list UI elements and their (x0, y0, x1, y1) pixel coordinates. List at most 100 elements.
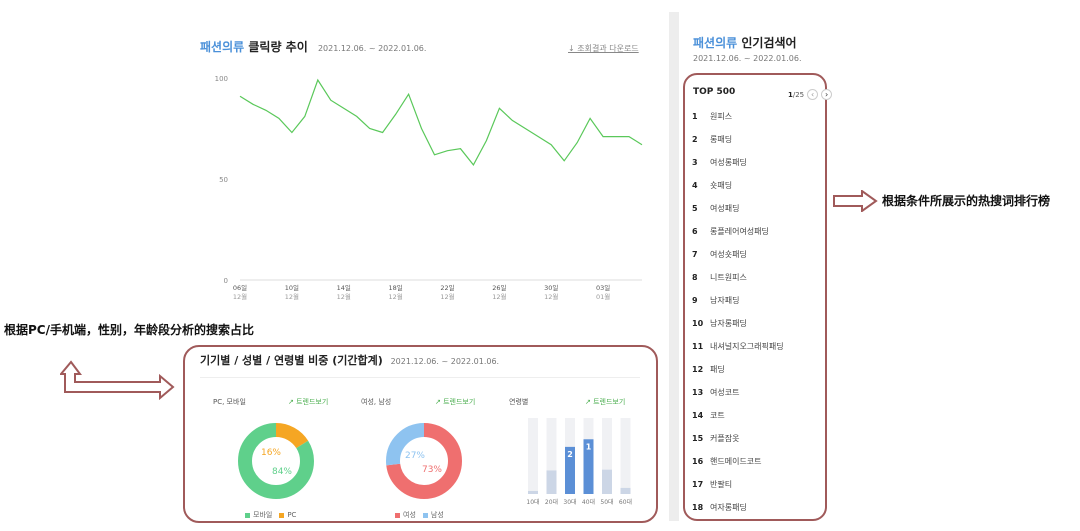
keyword-text[interactable]: 여성패딩 (710, 204, 740, 213)
keyword-list-item[interactable]: 18 여자롱패딩 (692, 496, 784, 519)
age-bar (583, 439, 594, 494)
keyword-rank: 5 (692, 204, 698, 213)
keyword-text[interactable]: 코트 (710, 411, 725, 420)
keyword-list-item[interactable]: 5 여성패딩 (692, 197, 784, 220)
keyword-rank: 9 (692, 296, 698, 305)
keyword-rank: 7 (692, 250, 698, 259)
x-tick-month: 01월 (596, 292, 610, 301)
top-500-label: TOP 500 (693, 87, 736, 97)
keyword-list-item[interactable]: 9 남자패딩 (692, 289, 784, 312)
keyword-rank: 6 (692, 227, 698, 236)
keyword-text[interactable]: 핸드메이드코트 (710, 457, 762, 466)
x-tick-day: 06일 (233, 283, 247, 292)
download-results-link[interactable]: ↓ 조회결과 다운로드 (568, 44, 639, 53)
keyword-list-item[interactable]: 16 핸드메이드코트 (692, 450, 784, 473)
line-date-range: 2021.12.06. ~ 2022.01.06. (317, 44, 427, 53)
keyword-annotation: 根据条件所展示的热搜词排行榜 (882, 194, 1051, 208)
keyword-list-item[interactable]: 10 남자롱패딩 (692, 312, 784, 335)
popular-title-text: 인기검색어 (741, 36, 797, 50)
left-annotation-arrow (60, 360, 175, 400)
keyword-list-item[interactable]: 6 롱플레어여성패딩 (692, 220, 784, 243)
next-page-button[interactable]: › (821, 89, 833, 100)
popular-date-range: 2021.12.06. ~ 2022.01.06. (693, 54, 802, 63)
keyword-list-item[interactable]: 17 반팔티 (692, 473, 784, 496)
mobile-swatch (245, 512, 250, 518)
age-bar-chart: 10대 20대 2 30대 1 40대 50대 60대 (526, 418, 632, 506)
distribution-highlight-box (183, 345, 658, 523)
keyword-rank: 3 (692, 158, 698, 167)
keyword-list-item[interactable]: 3 여성롱패딩 (692, 151, 784, 174)
keyword-list-item[interactable]: 1 원피스 (692, 105, 784, 128)
popular-title-category: 패션의류 (693, 36, 738, 50)
device-donut-chart: 16% 84% (238, 423, 314, 499)
keyword-list-item[interactable]: 15 커플잠옷 (692, 427, 784, 450)
mobile-percent-label: 84% (272, 467, 292, 477)
keyword-list-item[interactable]: 8 니트원피스 (692, 266, 784, 289)
distribution-annotation: 根据PC/手机端，性别，年龄段分析的搜索占比 (4, 323, 254, 337)
keyword-text[interactable]: 패딩 (710, 365, 725, 374)
keyword-list-item[interactable]: 13 여성코트 (692, 381, 784, 404)
keyword-text[interactable]: 여성코트 (710, 388, 740, 397)
keyword-text[interactable]: 커플잠옷 (710, 434, 740, 443)
y-tick-label: 50 (219, 176, 228, 184)
keyword-rank: 8 (692, 273, 698, 282)
male-swatch (422, 512, 428, 518)
gender-legend: 여성 남성 (395, 510, 444, 520)
age-bar-track (528, 418, 538, 494)
gender-trend-link[interactable]: ↗ 트렌드보기 (435, 398, 476, 406)
keyword-text[interactable]: 니트원피스 (710, 273, 747, 282)
keyword-rank: 2 (692, 135, 698, 144)
female-swatch (395, 512, 400, 518)
age-bar (546, 470, 557, 494)
keyword-rank: 14 (692, 411, 704, 420)
keyword-text[interactable]: 여자롱패딩 (710, 503, 747, 512)
legend-pc: PC (287, 511, 297, 519)
click-trend-line-chart: 10050006일12월10일12월14일12월18일12월22일12월26일1… (215, 75, 643, 301)
y-tick-label: 0 (224, 277, 228, 285)
keyword-ranking-list: 1 원피스 2 롱패딩 3 여성롱패딩 4 숏패딩 5 여성패딩 6 롱플레어여성패딩 7 여성숏패딩 8 니… (692, 105, 784, 519)
legend-male: 남성 (430, 511, 444, 519)
line-title-text: 클릭량 추이 (248, 40, 308, 54)
keyword-text[interactable]: 내셔널지오그래픽패딩 (710, 342, 784, 351)
keyword-text[interactable]: 원피스 (710, 112, 733, 121)
x-tick-month: 12월 (337, 292, 351, 301)
keyword-rank: 17 (692, 480, 704, 489)
keyword-rank: 15 (692, 434, 704, 443)
age-bar-label: 60대 (619, 498, 632, 506)
keyword-text[interactable]: 숏패딩 (710, 181, 733, 190)
device-trend-link[interactable]: ↗ 트렌드보기 (288, 398, 329, 406)
keyword-list-item[interactable]: 7 여성숏패딩 (692, 243, 784, 266)
right-annotation-arrow (833, 190, 878, 212)
click-trend-series-line (239, 78, 643, 166)
keyword-text[interactable]: 남자롱패딩 (710, 319, 747, 328)
x-tick-month: 12월 (440, 292, 454, 301)
pager-current: 1 (788, 90, 793, 99)
male-percent-label: 27% (405, 451, 425, 461)
distribution-title: 기기별 / 성별 / 연령별 비중 (기간합계) 2021.12.06. ~ 2… (200, 352, 499, 368)
x-tick-day: 30일 (544, 283, 558, 292)
keyword-text[interactable]: 롱패딩 (710, 135, 733, 144)
gender-section-label: 여성, 남성 (361, 398, 392, 406)
pager-indicator: 1/25 (788, 91, 804, 99)
keyword-text[interactable]: 반팔티 (710, 480, 733, 489)
age-bar-track (546, 418, 557, 494)
keyword-list-item[interactable]: 12 패딩 (692, 358, 784, 381)
prev-page-button[interactable]: ‹ (807, 89, 819, 100)
keyword-list-item[interactable]: 14 코트 (692, 404, 784, 427)
x-tick-day: 10일 (285, 283, 299, 292)
keyword-text[interactable]: 남자패딩 (710, 296, 740, 305)
keyword-list-item[interactable]: 4 숏패딩 (692, 174, 784, 197)
line-chart-title: 패션의류 클릭량 추이 2021.12.06. ~ 2022.01.06. (200, 38, 426, 55)
male-donut-slice (386, 423, 462, 499)
keyword-text[interactable]: 여성롱패딩 (710, 158, 747, 167)
age-bar (620, 487, 631, 494)
age-trend-link[interactable]: ↗ 트렌드보기 (585, 398, 626, 406)
pager-total: /25 (792, 90, 805, 99)
keyword-list-item[interactable]: 11 내셔널지오그래픽패딩 (692, 335, 784, 358)
keyword-text[interactable]: 여성숏패딩 (710, 250, 747, 259)
keyword-rank: 11 (692, 342, 704, 351)
age-bar-track (602, 418, 612, 494)
keyword-highlight-box (683, 73, 827, 521)
keyword-list-item[interactable]: 2 롱패딩 (692, 128, 784, 151)
keyword-text[interactable]: 롱플레어여성패딩 (710, 227, 769, 236)
